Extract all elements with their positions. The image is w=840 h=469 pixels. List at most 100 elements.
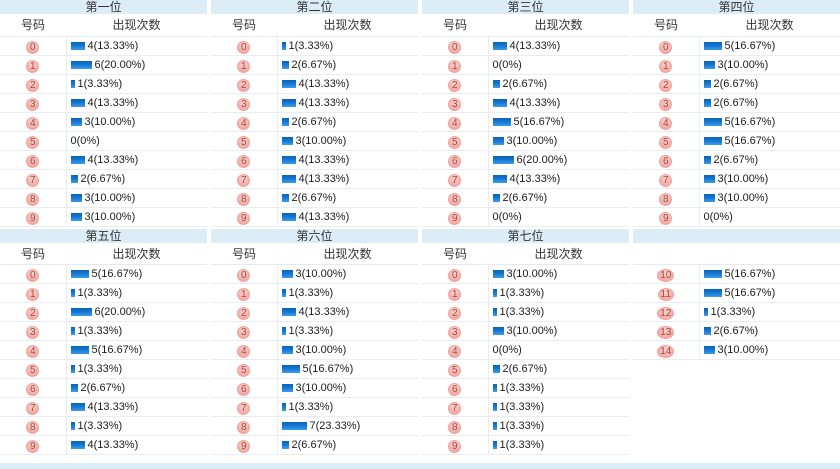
count-cell: 3(10.00%) <box>488 131 629 151</box>
stat-row: 7 4(13.33%) <box>211 169 418 189</box>
stat-row: 5 3(10.00%) <box>422 131 629 151</box>
frequency-bar <box>281 41 286 50</box>
number-ball: 4 <box>659 116 673 130</box>
number-ball: 7 <box>26 402 40 415</box>
number-cell: 9 <box>422 435 489 455</box>
stat-row: 0 4(13.33%) <box>0 36 207 56</box>
count-label: 1(3.33%) <box>77 363 123 375</box>
stat-row: 1 1(3.33%) <box>422 283 629 303</box>
number-cell: 3 <box>422 321 489 341</box>
number-ball: 11 <box>657 288 674 301</box>
count-label: 0(0%) <box>70 134 100 147</box>
number-cell: 2 <box>211 74 278 94</box>
stat-row: 5 1(3.33%) <box>0 359 207 379</box>
count-cell: 2(6.67%) <box>277 55 418 75</box>
frequency-bar <box>492 155 514 164</box>
count-cell: 4(13.33%) <box>66 36 207 56</box>
stat-row: 12 1(3.33%) <box>633 302 840 322</box>
number-ball: 0 <box>26 40 40 54</box>
count-column-header: 出现次数 <box>277 14 418 37</box>
section-rows: 0 5(16.67%) 1 1(3.33%) 2 6(20.00%) 3 1(3.33%) 4 5… <box>0 264 207 455</box>
count-cell: 5(16.67%) <box>699 112 840 132</box>
number-ball: 0 <box>26 269 40 282</box>
count-label: 3(10.00%) <box>717 172 769 185</box>
number-cell: 2 <box>211 302 278 322</box>
frequency-bar <box>281 79 296 88</box>
number-ball: 3 <box>237 97 251 111</box>
position-stats-panel: 第四位 号码 出现次数 0 5(16.67%) 1 3(10.00%) 2 2(6.67%… <box>633 0 840 227</box>
stat-row: 2 2(6.67%) <box>633 74 840 94</box>
stat-row: 4 3(10.00%) <box>0 112 207 132</box>
count-cell: 3(10.00%) <box>699 169 840 189</box>
count-cell: 5(16.67%) <box>277 359 418 379</box>
frequency-bar <box>492 136 504 145</box>
number-cell: 8 <box>633 188 700 208</box>
panel-title-row: 第六位 <box>211 228 418 243</box>
stat-row: 4 5(16.67%) <box>422 112 629 132</box>
number-ball: 3 <box>448 97 462 111</box>
count-label: 3(10.00%) <box>506 268 558 280</box>
number-ball: 0 <box>659 40 673 54</box>
stat-row: 2 1(3.33%) <box>422 302 629 322</box>
count-cell: 3(10.00%) <box>699 340 840 360</box>
frequency-bar <box>703 289 722 297</box>
frequency-bar <box>70 60 92 69</box>
number-cell: 9 <box>422 207 489 227</box>
stat-row: 9 1(3.33%) <box>422 435 629 455</box>
count-cell: 3(10.00%) <box>277 340 418 360</box>
position-stats-panel: 第三位 号码 出现次数 0 4(13.33%) 1 0(0%) 2 2(6.67%) 3 4(… <box>422 0 629 227</box>
stat-row: 9 0(0%) <box>633 207 840 227</box>
number-cell: 7 <box>0 169 67 189</box>
stat-row: 3 1(3.33%) <box>0 321 207 341</box>
count-cell: 1(3.33%) <box>277 397 418 417</box>
count-label: 1(3.33%) <box>710 306 756 318</box>
count-label: 2(6.67%) <box>291 439 337 451</box>
number-ball: 4 <box>448 345 462 358</box>
position-stats-panel: 第六位 号码 出现次数 0 3(10.00%) 1 1(3.33%) 2 4(13.33%… <box>211 228 418 455</box>
section-rows: 0 4(13.33%) 1 0(0%) 2 2(6.67%) 3 4(13.33%) 4 5(16… <box>422 36 629 227</box>
number-ball: 9 <box>448 440 462 453</box>
number-ball: 6 <box>448 154 462 168</box>
number-cell: 5 <box>211 359 278 379</box>
number-ball: 2 <box>448 307 462 320</box>
frequency-bar <box>281 441 289 449</box>
count-cell: 4(13.33%) <box>488 169 629 189</box>
number-ball: 7 <box>237 173 251 187</box>
frequency-bar <box>492 270 504 278</box>
count-cell: 1(3.33%) <box>488 283 629 303</box>
count-label: 5(16.67%) <box>91 268 143 280</box>
count-cell: 5(16.67%) <box>699 264 840 284</box>
count-label: 5(16.67%) <box>724 268 776 280</box>
count-cell: 2(6.67%) <box>277 112 418 132</box>
count-cell: 2(6.67%) <box>277 188 418 208</box>
frequency-bar <box>281 117 289 126</box>
stat-row: 5 2(6.67%) <box>422 359 629 379</box>
frequency-bar <box>70 365 75 373</box>
count-cell: 3(10.00%) <box>488 264 629 284</box>
count-cell: 1(3.33%) <box>66 416 207 436</box>
number-ball: 8 <box>448 192 462 206</box>
count-cell: 1(3.33%) <box>488 435 629 455</box>
number-cell: 6 <box>211 378 278 398</box>
number-cell: 0 <box>211 36 278 56</box>
frequency-table: 第一位 号码 出现次数 0 4(13.33%) 1 6(20.00%) 2 1(3.33%… <box>0 0 207 227</box>
number-ball: 7 <box>659 173 673 187</box>
number-ball: 1 <box>237 288 251 301</box>
panel-title: 第七位 <box>422 228 629 243</box>
count-cell: 2(6.67%) <box>277 435 418 455</box>
panel-title <box>633 228 840 243</box>
number-ball: 1 <box>659 59 673 73</box>
frequency-bar <box>70 79 75 88</box>
count-cell: 1(3.33%) <box>66 321 207 341</box>
frequency-bar <box>492 174 507 183</box>
count-cell: 4(13.33%) <box>277 169 418 189</box>
count-label: 4(13.33%) <box>298 210 350 223</box>
frequency-bar <box>70 117 82 126</box>
number-column-header: 号码 <box>422 242 488 265</box>
stat-row: 8 3(10.00%) <box>0 188 207 208</box>
position-stats-panel: 第五位 号码 出现次数 0 5(16.67%) 1 1(3.33%) 2 6(20.00%… <box>0 228 207 455</box>
stat-row: 4 0(0%) <box>422 340 629 360</box>
count-label: 3(10.00%) <box>717 191 769 204</box>
frequency-bar <box>492 441 497 449</box>
count-label: 4(13.33%) <box>298 306 350 318</box>
